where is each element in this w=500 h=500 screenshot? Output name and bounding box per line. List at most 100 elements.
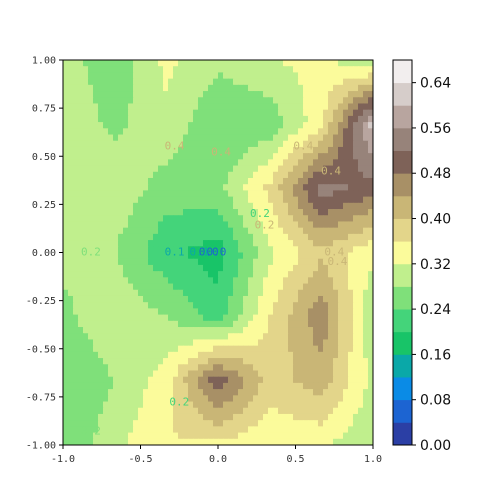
contour-cell	[263, 358, 269, 365]
contour-cell	[358, 122, 364, 129]
contour-cell	[328, 382, 334, 390]
contour-cell	[93, 97, 99, 105]
contour-cell	[348, 283, 354, 291]
contour-cell	[198, 401, 204, 409]
contour-cell	[223, 84, 229, 92]
contour-cell	[248, 165, 254, 173]
contour-cell	[323, 240, 329, 247]
contour-cell	[193, 184, 199, 191]
contour-cell	[158, 146, 164, 154]
contour-cell	[128, 78, 134, 86]
contour-cell	[243, 295, 249, 303]
contour-cell	[318, 165, 324, 173]
contour-cell	[98, 401, 104, 409]
contour-cell	[63, 109, 69, 117]
contour-cell	[118, 209, 124, 216]
contour-cell	[73, 314, 79, 322]
contour-cell	[83, 258, 89, 266]
contour-cell	[298, 277, 304, 285]
contour-cell	[313, 115, 319, 123]
contour-cell	[173, 295, 179, 303]
contour-cell	[173, 438, 179, 445]
contour-cell	[248, 153, 254, 160]
contour-cell	[258, 283, 264, 291]
contour-cell	[258, 115, 264, 123]
contour-cell	[98, 407, 104, 415]
contour-cell	[253, 283, 259, 291]
contour-cell	[358, 426, 364, 434]
contour-cell	[338, 382, 344, 390]
contour-cell	[293, 407, 299, 415]
contour-cell	[123, 370, 129, 378]
contour-cell	[193, 60, 199, 67]
contour-cell	[83, 426, 89, 434]
contour-cell	[243, 376, 249, 384]
contour-cell	[313, 196, 319, 204]
contour-cell	[98, 420, 104, 427]
contour-cell	[118, 215, 124, 223]
contour-cell	[203, 271, 209, 278]
contour-cell	[203, 78, 209, 86]
contour-cell	[188, 103, 194, 111]
contour-cell	[193, 103, 199, 111]
contour-cell	[193, 264, 199, 272]
contour-cell	[323, 339, 329, 347]
contour-cell	[183, 395, 189, 403]
contour-cell	[293, 60, 299, 67]
contour-cell	[313, 78, 319, 86]
contour-cell	[258, 78, 264, 86]
contour-cell	[208, 333, 214, 341]
contour-cell	[188, 327, 194, 334]
contour-cell	[283, 140, 289, 148]
contour-cell	[178, 364, 184, 372]
contour-cell	[93, 202, 99, 210]
contour-cell	[343, 333, 349, 341]
contour-cell	[253, 295, 259, 303]
contour-cell	[68, 134, 74, 142]
contour-cell	[208, 252, 214, 260]
contour-cell	[353, 60, 359, 67]
contour-cell	[123, 320, 129, 328]
contour-cell	[68, 140, 74, 148]
contour-cell	[98, 308, 104, 316]
contour-cell	[83, 171, 89, 179]
contour-cell	[98, 264, 104, 272]
contour-cell	[353, 277, 359, 285]
contour-cell	[343, 351, 349, 359]
contour-cell	[98, 370, 104, 378]
contour-cell	[128, 202, 134, 210]
contour-cell	[103, 246, 109, 254]
contour-cell	[63, 358, 69, 365]
contour-cell	[168, 389, 174, 396]
contour-cell	[63, 283, 69, 291]
contour-cell	[78, 358, 84, 365]
contour-cell	[123, 271, 129, 278]
contour-cell	[363, 60, 369, 67]
contour-cell	[293, 395, 299, 403]
contour-cell	[328, 66, 334, 74]
contour-cell	[188, 165, 194, 173]
contour-cell	[103, 165, 109, 173]
contour-cell	[328, 109, 334, 117]
contour-cell	[143, 128, 149, 136]
contour-cell	[258, 146, 264, 154]
contour-cell	[328, 401, 334, 409]
contour-cell	[278, 364, 284, 372]
contour-cell	[218, 271, 224, 278]
contour-cell	[178, 202, 184, 210]
contour-cell	[148, 97, 154, 105]
contour-cell	[203, 382, 209, 390]
contour-cell	[138, 302, 144, 309]
contour-cell	[68, 320, 74, 328]
contour-cell	[153, 140, 159, 148]
contour-cell	[268, 351, 274, 359]
contour-cell	[83, 351, 89, 359]
contour-cell	[108, 221, 114, 229]
contour-cell	[288, 382, 294, 390]
contour-cell	[123, 221, 129, 229]
contour-cell	[63, 252, 69, 260]
contour-cell	[273, 171, 279, 179]
contour-cell	[103, 277, 109, 285]
contour-cell	[338, 72, 344, 80]
contour-cell	[188, 78, 194, 86]
